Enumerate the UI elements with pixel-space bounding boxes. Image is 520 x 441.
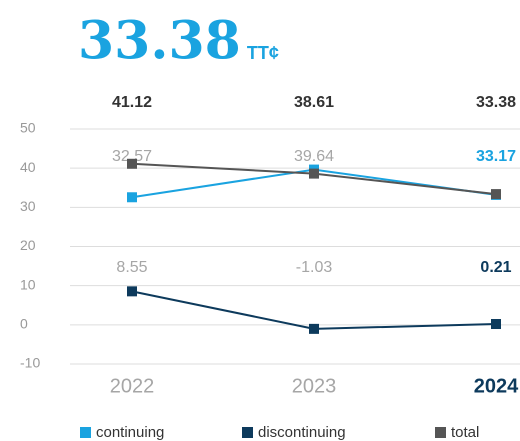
data-label: 8.55: [116, 259, 147, 276]
series-line: [131, 290, 497, 330]
data-label: 38.61: [294, 94, 334, 111]
y-tick-label: 40: [20, 159, 36, 175]
legend-swatch: [435, 427, 446, 438]
y-tick-label: 10: [20, 276, 36, 292]
data-label: 0.21: [480, 259, 511, 276]
x-tick-label: 2024: [474, 375, 519, 397]
legend-swatch: [80, 427, 91, 438]
point: [127, 286, 137, 297]
data-label: 39.64: [294, 148, 334, 165]
data-label: 32.57: [112, 148, 152, 165]
y-tick-label: -10: [20, 355, 40, 371]
y-tick-label: 30: [20, 198, 36, 214]
point: [309, 168, 319, 179]
point: [491, 319, 501, 330]
legend-swatch: [242, 427, 253, 438]
y-tick-label: 0: [20, 316, 28, 332]
data-label: 33.38: [476, 94, 516, 111]
point: [491, 189, 501, 200]
point: [127, 192, 137, 203]
legend-label: discontinuing: [258, 424, 346, 441]
data-label: 41.12: [112, 94, 152, 111]
legend-label: total: [451, 424, 479, 441]
legend-label: continuing: [96, 424, 164, 441]
x-tick-label: 2022: [110, 375, 155, 397]
data-label: 33.17: [476, 148, 516, 165]
data-label: -1.03: [296, 259, 333, 276]
chart-title: 33.38: [78, 11, 241, 72]
x-tick-label: 2023: [292, 375, 337, 397]
y-tick-label: 50: [20, 120, 36, 136]
point: [127, 158, 137, 169]
y-tick-label: 20: [20, 237, 36, 253]
point: [309, 323, 319, 334]
title-unit: TT¢: [247, 43, 279, 63]
